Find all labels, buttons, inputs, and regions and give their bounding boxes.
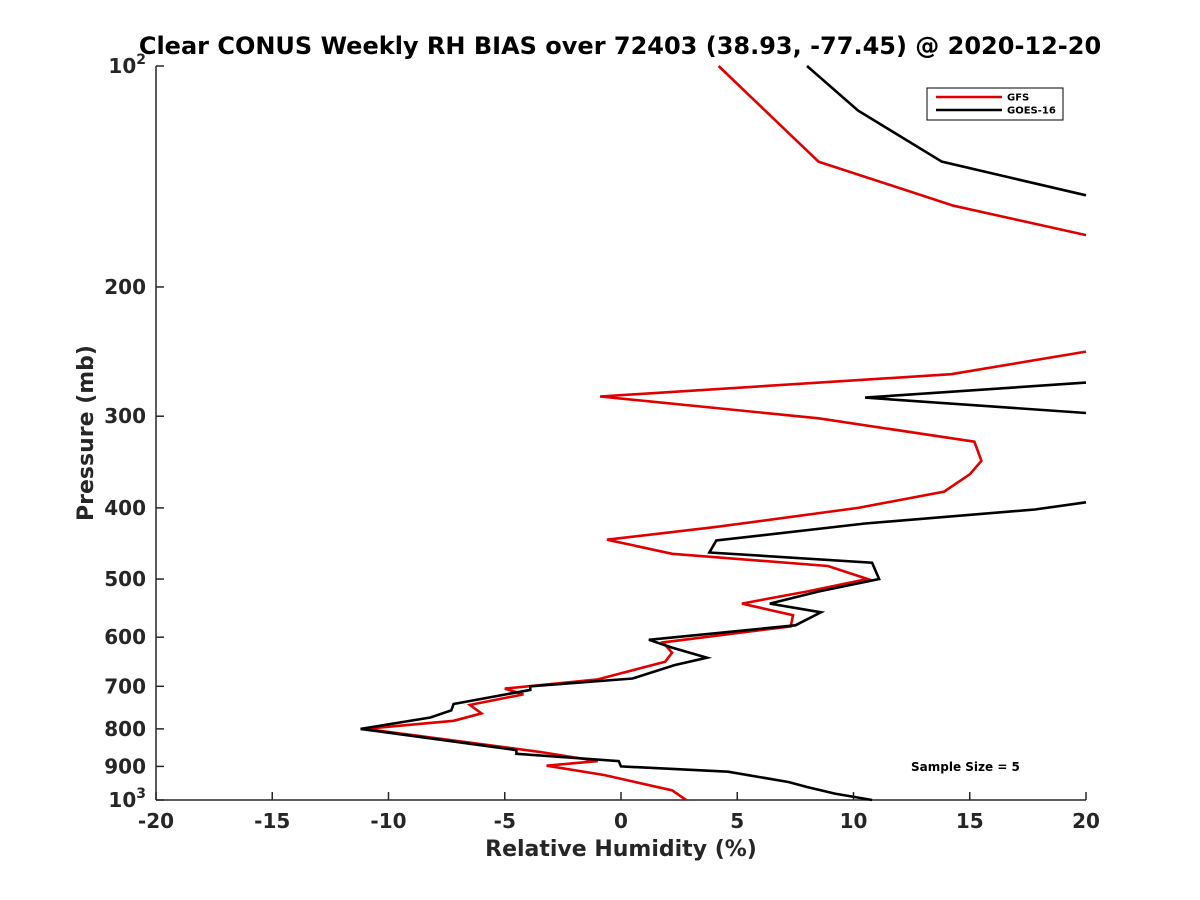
sample-size-annotation: Sample Size = 5	[911, 760, 1020, 774]
plot-area: -20 -15 -10 -5 0 5 10 15 20 102 200 300 400 500 600 70…	[104, 52, 1100, 833]
series-line-goes-16	[806, 65, 1087, 197]
legend-entries: GFS GOES-16	[936, 93, 1056, 117]
chart-title: Clear CONUS Weekly RH BIAS over 72403 (3…	[139, 32, 1101, 60]
series-line-goes-16	[360, 501, 1087, 802]
x-tick-label: -5	[494, 809, 516, 833]
legend-label-goes-16: GOES-16	[1007, 106, 1056, 117]
y-tick-label: 600	[104, 625, 146, 649]
legend: GFS GOES-16	[926, 87, 1064, 121]
x-tick-label: -15	[254, 809, 290, 833]
x-tick-label: 15	[956, 809, 984, 833]
x-tick-label: 20	[1072, 809, 1100, 833]
x-ticks: -20 -15 -10 -5 0 5 10 15 20	[138, 792, 1100, 833]
y-tick-label: 400	[104, 496, 146, 520]
x-tick-label: 5	[730, 809, 744, 833]
x-tick-label: 10	[840, 809, 868, 833]
series-line-gfs	[717, 65, 1087, 237]
legend-label-gfs: GFS	[1007, 93, 1029, 104]
legend-box	[926, 87, 1064, 121]
y-tick-label: 900	[104, 754, 146, 778]
y-ticks: 102 200 300 400 500 600 700 800 900 103	[104, 52, 164, 812]
y-axis-label: Pressure (mb)	[74, 345, 99, 521]
series-line-gfs	[365, 350, 1087, 802]
x-tick-label: -20	[138, 809, 174, 833]
y-tick-label: 700	[104, 674, 146, 698]
y-tick-label: 300	[104, 404, 146, 428]
y-tick-label: 103	[108, 786, 146, 812]
x-tick-label: 0	[614, 809, 628, 833]
y-tick-label: 200	[104, 275, 146, 299]
series-line-goes-16	[865, 381, 1087, 415]
y-tick-label: 102	[108, 52, 146, 78]
x-axis-label: Relative Humidity (%)	[485, 837, 757, 862]
y-tick-label: 800	[104, 717, 146, 741]
y-tick-label: 500	[104, 567, 146, 591]
x-tick-label: -10	[370, 809, 406, 833]
series-lines	[360, 65, 1087, 802]
